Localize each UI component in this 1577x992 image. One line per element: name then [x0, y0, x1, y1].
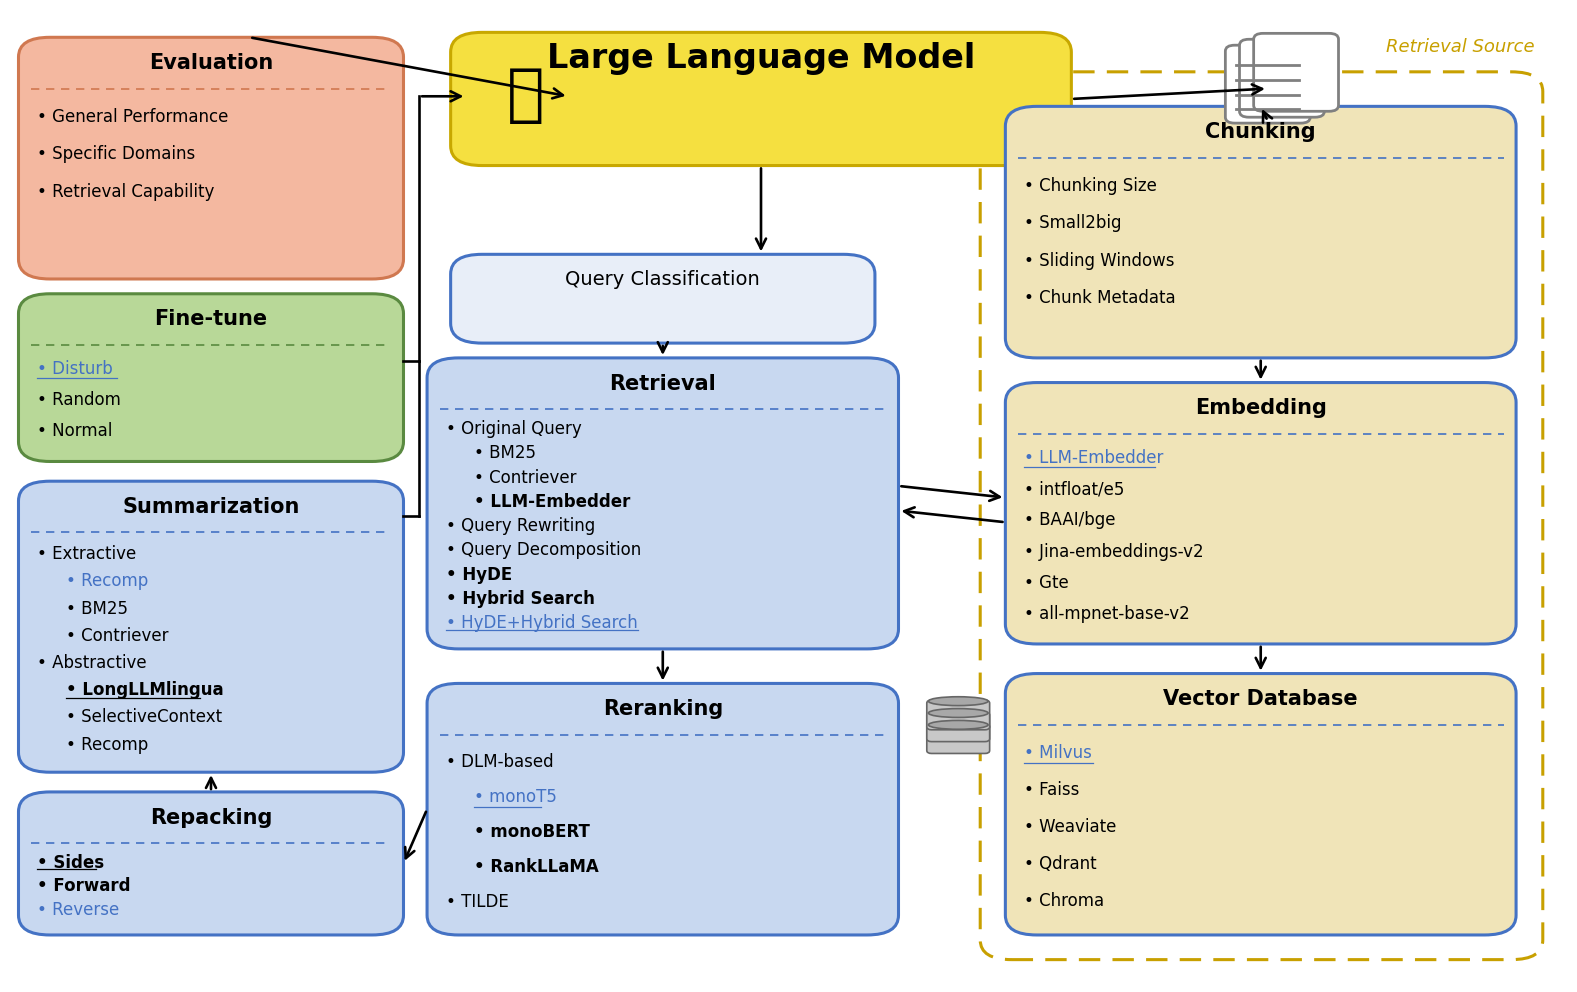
FancyBboxPatch shape — [451, 33, 1071, 166]
Text: Retrieval: Retrieval — [609, 374, 716, 394]
Text: Vector Database: Vector Database — [1164, 689, 1358, 709]
Text: • DLM-based: • DLM-based — [446, 753, 554, 771]
FancyBboxPatch shape — [927, 712, 990, 742]
Text: • Extractive: • Extractive — [38, 546, 137, 563]
Text: • BM25: • BM25 — [475, 444, 536, 462]
FancyBboxPatch shape — [19, 481, 404, 772]
Text: • Original Query: • Original Query — [446, 420, 582, 437]
Text: • General Performance: • General Performance — [38, 108, 229, 126]
Ellipse shape — [929, 720, 989, 729]
FancyBboxPatch shape — [427, 358, 899, 649]
FancyBboxPatch shape — [927, 700, 990, 730]
Text: • Disturb: • Disturb — [38, 360, 114, 378]
FancyBboxPatch shape — [1225, 46, 1310, 123]
Text: • Chroma: • Chroma — [1023, 892, 1104, 910]
Text: • Small2big: • Small2big — [1023, 214, 1121, 232]
Text: Query Classification: Query Classification — [566, 271, 760, 290]
Ellipse shape — [929, 696, 989, 705]
FancyBboxPatch shape — [19, 294, 404, 461]
Text: • monoBERT: • monoBERT — [475, 823, 590, 841]
FancyBboxPatch shape — [1006, 106, 1515, 358]
Text: • Gte: • Gte — [1023, 573, 1069, 591]
Text: • Hybrid Search: • Hybrid Search — [446, 590, 595, 608]
Text: • Sliding Windows: • Sliding Windows — [1023, 252, 1175, 270]
FancyBboxPatch shape — [451, 254, 875, 343]
Text: • HyDE+Hybrid Search: • HyDE+Hybrid Search — [446, 614, 637, 632]
Text: • LongLLMlingua: • LongLLMlingua — [66, 682, 224, 699]
Text: Retrieval Source: Retrieval Source — [1386, 38, 1534, 57]
Text: • Weaviate: • Weaviate — [1023, 818, 1117, 836]
Text: • monoT5: • monoT5 — [475, 788, 557, 806]
Text: • Query Rewriting: • Query Rewriting — [446, 517, 595, 535]
Text: Summarization: Summarization — [123, 497, 300, 517]
Text: • Specific Domains: • Specific Domains — [38, 146, 196, 164]
Text: • Sides: • Sides — [38, 853, 104, 872]
FancyBboxPatch shape — [427, 683, 899, 935]
Text: • Recomp: • Recomp — [66, 572, 148, 590]
Ellipse shape — [929, 708, 989, 717]
Text: • Chunking Size: • Chunking Size — [1023, 177, 1158, 195]
FancyBboxPatch shape — [1254, 34, 1339, 111]
Text: • Forward: • Forward — [38, 877, 131, 895]
FancyBboxPatch shape — [19, 792, 404, 935]
Text: • Normal: • Normal — [38, 423, 112, 440]
Text: • RankLLaMA: • RankLLaMA — [475, 858, 599, 876]
Text: • intfloat/e5: • intfloat/e5 — [1023, 480, 1124, 498]
Text: • LLM-Embedder: • LLM-Embedder — [1023, 449, 1164, 467]
Text: • Reverse: • Reverse — [38, 901, 120, 919]
FancyBboxPatch shape — [19, 38, 404, 279]
Text: • Recomp: • Recomp — [66, 736, 148, 754]
Text: • all-mpnet-base-v2: • all-mpnet-base-v2 — [1023, 605, 1191, 623]
Text: Large Language Model: Large Language Model — [547, 42, 975, 74]
FancyBboxPatch shape — [927, 724, 990, 754]
Text: • LLM-Embedder: • LLM-Embedder — [475, 493, 631, 511]
Text: • Contriever: • Contriever — [66, 627, 169, 645]
Text: Repacking: Repacking — [150, 807, 273, 827]
Text: • Chunk Metadata: • Chunk Metadata — [1023, 290, 1176, 308]
FancyBboxPatch shape — [1006, 674, 1515, 935]
Text: Embedding: Embedding — [1195, 398, 1326, 419]
Text: • Qdrant: • Qdrant — [1023, 855, 1098, 873]
Text: • SelectiveContext: • SelectiveContext — [66, 708, 222, 726]
FancyBboxPatch shape — [1240, 40, 1325, 117]
Text: • Abstractive: • Abstractive — [38, 654, 147, 672]
Text: • Milvus: • Milvus — [1023, 744, 1093, 762]
Text: • Jina-embeddings-v2: • Jina-embeddings-v2 — [1023, 543, 1203, 560]
Text: • HyDE: • HyDE — [446, 565, 513, 583]
Text: • Random: • Random — [38, 391, 121, 410]
Text: Evaluation: Evaluation — [148, 53, 273, 73]
Text: 🦙: 🦙 — [508, 66, 544, 126]
Text: • Query Decomposition: • Query Decomposition — [446, 542, 642, 559]
Text: • Contriever: • Contriever — [475, 468, 577, 486]
Text: • BAAI/bge: • BAAI/bge — [1023, 511, 1115, 530]
Text: • Retrieval Capability: • Retrieval Capability — [38, 183, 214, 200]
Text: • BM25: • BM25 — [66, 599, 128, 618]
FancyBboxPatch shape — [1006, 383, 1515, 644]
Text: • Faiss: • Faiss — [1023, 781, 1080, 799]
Text: Chunking: Chunking — [1205, 122, 1317, 142]
Text: • TILDE: • TILDE — [446, 893, 509, 912]
Text: Fine-tune: Fine-tune — [155, 310, 268, 329]
Text: Reranking: Reranking — [602, 699, 722, 719]
